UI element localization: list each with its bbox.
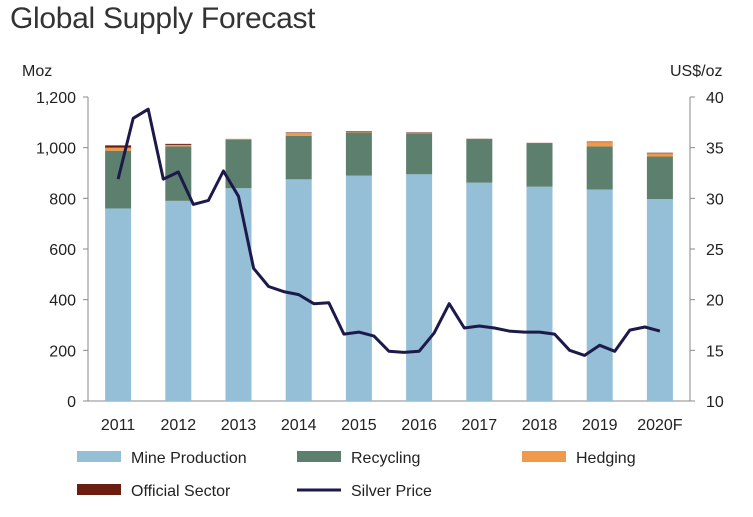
bar-mine-production bbox=[345, 175, 372, 401]
bar-recycling bbox=[406, 133, 433, 175]
left-tick-label: 0 bbox=[67, 394, 76, 411]
bar-mine-production bbox=[646, 199, 673, 401]
silver-price-line-group bbox=[116, 107, 661, 357]
bar-hedging bbox=[225, 138, 252, 140]
bar-hedging bbox=[285, 132, 312, 136]
x-tick-label: 2019 bbox=[582, 417, 618, 434]
bar-hedging bbox=[165, 144, 192, 147]
bar-recycling bbox=[345, 132, 372, 176]
bar-recycling bbox=[526, 143, 553, 187]
bar-mine-production bbox=[165, 200, 192, 401]
legend-swatch-mine-production bbox=[77, 451, 121, 462]
left-axis-ticks: 0 200 400 600 800 1,000 1,200 bbox=[36, 90, 88, 411]
legend: Mine Production Recycling Hedging Official … bbox=[77, 450, 636, 500]
right-tick-label: 25 bbox=[706, 242, 724, 259]
bar-official-sector bbox=[526, 142, 553, 144]
x-tick-label: 2014 bbox=[281, 417, 317, 434]
x-tick-label: 2017 bbox=[462, 417, 498, 434]
right-axis-ticks: 10 15 20 25 30 35 40 bbox=[690, 90, 724, 411]
bar-hedging bbox=[406, 132, 433, 134]
legend-label-recycling: Recycling bbox=[351, 450, 420, 467]
bar-official-sector bbox=[105, 145, 132, 148]
x-tick-label: 2015 bbox=[341, 417, 377, 434]
bar-mine-production bbox=[285, 179, 312, 401]
x-tick-label: 2012 bbox=[161, 417, 197, 434]
x-tick-label: 2011 bbox=[101, 417, 136, 434]
bar-hedging bbox=[586, 141, 613, 147]
bar-mine-production bbox=[466, 182, 493, 401]
legend-label-official-sector: Official Sector bbox=[131, 483, 231, 500]
bar-official-sector bbox=[646, 152, 673, 154]
bar-hedging bbox=[105, 147, 132, 151]
bar-official-sector bbox=[586, 141, 613, 143]
right-axis-unit: US$/oz bbox=[670, 63, 722, 80]
x-tick-label: 2016 bbox=[401, 417, 437, 434]
bar-mine-production bbox=[225, 188, 252, 401]
bar-hedging bbox=[345, 131, 372, 133]
right-tick-label: 20 bbox=[706, 293, 724, 310]
right-tick-label: 15 bbox=[706, 343, 724, 360]
bar-mine-production bbox=[105, 208, 132, 401]
left-tick-label: 1,200 bbox=[36, 90, 76, 107]
bar-official-sector bbox=[345, 131, 372, 132]
legend-swatch-hedging bbox=[522, 451, 566, 462]
bar-recycling bbox=[466, 139, 493, 183]
silver-price-line bbox=[116, 107, 661, 357]
chart-title: Global Supply Forecast bbox=[10, 2, 316, 35]
bar-recycling bbox=[105, 150, 132, 209]
left-tick-label: 1,000 bbox=[36, 141, 76, 158]
bar-official-sector bbox=[285, 132, 312, 133]
legend-label-silver-price: Silver Price bbox=[351, 483, 432, 500]
legend-label-hedging: Hedging bbox=[576, 450, 636, 467]
bar-recycling bbox=[646, 156, 673, 200]
bar-mine-production bbox=[586, 189, 613, 401]
right-tick-label: 10 bbox=[706, 394, 724, 411]
legend-swatch-official-sector bbox=[77, 484, 121, 495]
bar-hedging bbox=[526, 143, 553, 144]
bar-official-sector bbox=[406, 132, 433, 133]
bar-recycling bbox=[285, 135, 312, 180]
left-tick-label: 600 bbox=[49, 242, 76, 259]
bar-recycling bbox=[586, 146, 613, 190]
left-tick-label: 800 bbox=[49, 191, 76, 208]
x-tick-label: 2013 bbox=[221, 417, 257, 434]
x-tick-label: 2020F bbox=[637, 417, 683, 434]
x-tick-label: 2018 bbox=[522, 417, 558, 434]
bars bbox=[105, 131, 673, 401]
legend-label-mine-production: Mine Production bbox=[131, 450, 247, 467]
x-axis-labels: 2011 2012 2013 2014 2015 2016 2017 2018 2019 2020… bbox=[101, 417, 683, 434]
bar-hedging bbox=[646, 152, 673, 157]
bar-official-sector bbox=[165, 143, 192, 145]
left-axis-unit: Moz bbox=[22, 63, 52, 80]
left-tick-label: 200 bbox=[49, 343, 76, 360]
bar-official-sector bbox=[466, 138, 493, 140]
legend-swatch-recycling bbox=[297, 451, 341, 462]
right-tick-label: 40 bbox=[706, 90, 724, 107]
bar-mine-production bbox=[406, 174, 433, 401]
bar-hedging bbox=[466, 139, 493, 140]
bar-mine-production bbox=[526, 186, 553, 401]
right-tick-label: 30 bbox=[706, 191, 724, 208]
right-tick-label: 35 bbox=[706, 141, 724, 158]
left-tick-label: 400 bbox=[49, 293, 76, 310]
